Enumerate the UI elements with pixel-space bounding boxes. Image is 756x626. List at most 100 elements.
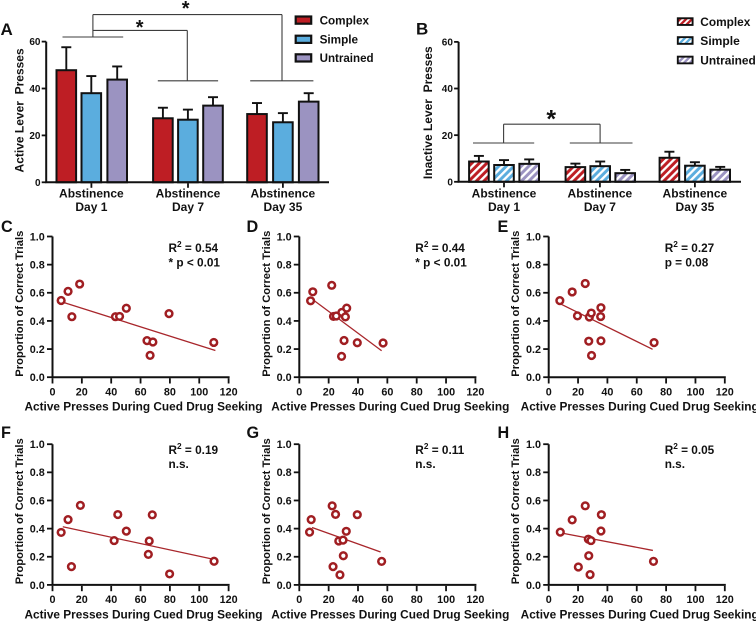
svg-text:Proportion of Correct Trials: Proportion of Correct Trials — [261, 231, 273, 377]
svg-text:Abstinence: Abstinence — [156, 187, 221, 201]
svg-text:40: 40 — [29, 84, 41, 95]
svg-text:0.8: 0.8 — [526, 467, 541, 479]
svg-text:80: 80 — [164, 386, 176, 398]
svg-text:H: H — [498, 424, 510, 442]
svg-text:0.0: 0.0 — [30, 372, 45, 384]
svg-text:20: 20 — [442, 131, 454, 142]
svg-text:0.8: 0.8 — [30, 467, 45, 479]
svg-text:R2 = 0.05: R2 = 0.05 — [665, 441, 715, 457]
svg-text:60: 60 — [381, 386, 393, 398]
svg-text:R2 = 0.19: R2 = 0.19 — [169, 441, 219, 457]
svg-text:C: C — [1, 218, 13, 236]
svg-text:0.0: 0.0 — [277, 580, 292, 592]
svg-text:Simple: Simple — [320, 33, 359, 47]
svg-text:D: D — [247, 218, 259, 236]
svg-text:100: 100 — [437, 594, 455, 606]
svg-text:Abstinence: Abstinence — [472, 187, 537, 201]
svg-text:100: 100 — [686, 386, 704, 398]
svg-text:R2 = 0.27: R2 = 0.27 — [665, 239, 715, 255]
svg-text:A: A — [1, 20, 13, 39]
svg-text:Proportion of Correct Trials: Proportion of Correct Trials — [14, 231, 26, 377]
svg-text:R2 = 0.11: R2 = 0.11 — [415, 441, 464, 457]
svg-text:Active Presses During Cued Dru: Active Presses During Cued Drug Seeking — [521, 400, 756, 414]
svg-text:1.0: 1.0 — [30, 439, 45, 451]
svg-text:60: 60 — [631, 386, 643, 398]
svg-text:Complex: Complex — [700, 15, 750, 29]
svg-text:* p < 0.01: * p < 0.01 — [169, 255, 221, 269]
svg-text:0.4: 0.4 — [277, 316, 292, 328]
svg-text:Day 1: Day 1 — [488, 200, 520, 214]
svg-text:0.8: 0.8 — [277, 260, 292, 272]
svg-text:80: 80 — [164, 594, 176, 606]
svg-text:60: 60 — [381, 594, 393, 606]
svg-text:40: 40 — [105, 386, 117, 398]
svg-text:40: 40 — [601, 386, 613, 398]
svg-text:*: * — [546, 105, 556, 133]
svg-text:* p < 0.01: * p < 0.01 — [415, 255, 467, 269]
svg-text:60: 60 — [135, 594, 147, 606]
svg-text:Inactive Lever Presses: Inactive Lever Presses — [421, 46, 435, 179]
svg-text:20: 20 — [29, 131, 41, 142]
svg-text:R2 = 0.44: R2 = 0.44 — [415, 239, 465, 255]
svg-text:Complex: Complex — [320, 13, 370, 27]
svg-text:Abstinence: Abstinence — [59, 187, 124, 201]
svg-text:0.6: 0.6 — [277, 288, 292, 300]
svg-text:0.4: 0.4 — [526, 524, 541, 536]
svg-text:0: 0 — [49, 594, 55, 606]
svg-text:p = 0.08: p = 0.08 — [665, 255, 709, 269]
svg-text:80: 80 — [660, 386, 672, 398]
svg-text:0.2: 0.2 — [277, 344, 292, 356]
svg-text:40: 40 — [601, 594, 613, 606]
svg-text:0.0: 0.0 — [277, 372, 292, 384]
svg-text:120: 120 — [466, 594, 484, 606]
svg-text:Abstinence: Abstinence — [568, 187, 633, 201]
svg-text:100: 100 — [190, 386, 208, 398]
svg-text:20: 20 — [323, 594, 335, 606]
svg-text:0.2: 0.2 — [30, 344, 45, 356]
svg-text:Proportion of Correct Trials: Proportion of Correct Trials — [261, 438, 273, 584]
svg-text:0: 0 — [296, 386, 302, 398]
svg-text:B: B — [416, 19, 428, 38]
svg-text:0.6: 0.6 — [277, 495, 292, 507]
svg-text:120: 120 — [220, 594, 238, 606]
svg-text:100: 100 — [190, 594, 208, 606]
svg-text:0: 0 — [546, 594, 552, 606]
svg-text:0.0: 0.0 — [30, 580, 45, 592]
svg-text:0.6: 0.6 — [30, 288, 45, 300]
svg-text:0.8: 0.8 — [30, 260, 45, 272]
svg-text:0.2: 0.2 — [526, 344, 541, 356]
svg-text:Active Lever Presses: Active Lever Presses — [12, 48, 26, 172]
svg-text:60: 60 — [631, 594, 643, 606]
svg-text:1.0: 1.0 — [526, 231, 541, 243]
svg-text:120: 120 — [716, 594, 734, 606]
svg-text:Simple: Simple — [700, 34, 740, 48]
svg-text:n.s.: n.s. — [665, 457, 685, 471]
svg-text:0: 0 — [296, 594, 302, 606]
svg-text:0.6: 0.6 — [526, 288, 541, 300]
svg-text:Day 7: Day 7 — [172, 200, 204, 214]
svg-text:100: 100 — [437, 386, 455, 398]
svg-text:120: 120 — [716, 386, 734, 398]
svg-text:20: 20 — [572, 386, 584, 398]
svg-text:0.2: 0.2 — [277, 552, 292, 564]
svg-text:Proportion of Correct Trials: Proportion of Correct Trials — [14, 438, 26, 584]
svg-text:0: 0 — [447, 177, 453, 188]
svg-text:120: 120 — [466, 386, 484, 398]
svg-text:60: 60 — [442, 38, 454, 49]
svg-text:G: G — [247, 424, 260, 442]
svg-text:Abstinence: Abstinence — [251, 187, 316, 201]
svg-text:80: 80 — [411, 594, 423, 606]
svg-text:Untrained: Untrained — [320, 51, 374, 65]
svg-text:0.4: 0.4 — [30, 524, 45, 536]
svg-text:1.0: 1.0 — [30, 231, 45, 243]
svg-text:Day 7: Day 7 — [584, 200, 616, 214]
svg-text:0.4: 0.4 — [277, 524, 292, 536]
svg-text:1.0: 1.0 — [526, 439, 541, 451]
svg-text:20: 20 — [76, 594, 88, 606]
svg-text:40: 40 — [352, 594, 364, 606]
svg-text:Active Presses During Cued Dru: Active Presses During Cued Drug Seeking — [25, 608, 263, 622]
svg-text:R2 = 0.54: R2 = 0.54 — [169, 239, 219, 255]
svg-text:F: F — [1, 424, 11, 442]
svg-text:Proportion of Correct Trials: Proportion of Correct Trials — [510, 438, 522, 584]
svg-text:Day 35: Day 35 — [676, 200, 715, 214]
